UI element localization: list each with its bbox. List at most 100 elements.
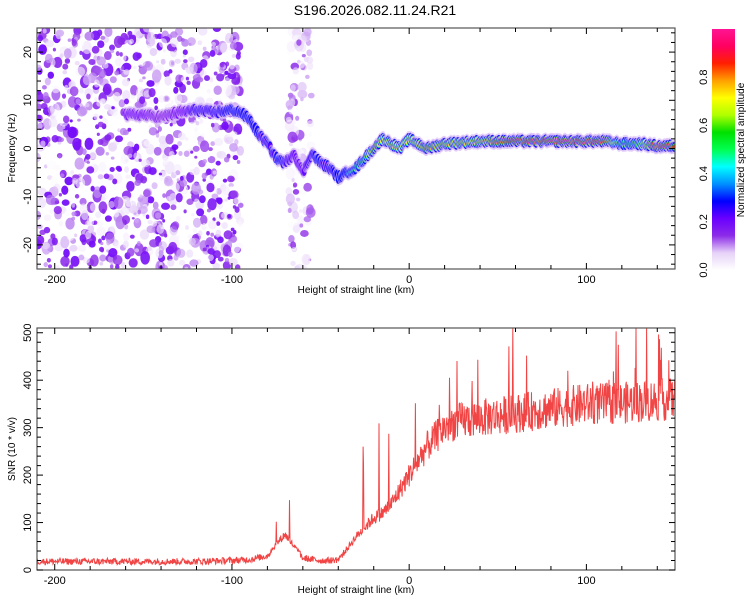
noise-blob — [206, 89, 211, 94]
noise-blob — [110, 156, 115, 160]
noise-blob — [132, 52, 141, 61]
noise-blob — [122, 232, 130, 242]
noise-blob — [79, 203, 88, 214]
noise-blob — [79, 197, 87, 206]
noise-blob — [301, 199, 306, 206]
spectrogram-x-ticks: -200 -100 0 100 — [44, 28, 658, 286]
noise-blob — [171, 182, 180, 193]
noise-blob — [296, 59, 301, 64]
spectrogram-noise — [37, 28, 316, 269]
noise-blob — [227, 251, 233, 258]
noise-blob — [64, 58, 71, 64]
noise-blob — [170, 37, 179, 48]
y-tick-label: -10 — [22, 189, 34, 205]
noise-blob — [97, 139, 104, 145]
noise-blob — [177, 132, 186, 141]
noise-blob — [60, 236, 70, 249]
noise-blob — [155, 212, 162, 219]
noise-blob — [127, 30, 133, 36]
noise-blob — [86, 160, 91, 164]
noise-blob — [162, 157, 169, 165]
noise-blob — [211, 193, 219, 199]
noise-blob — [175, 193, 183, 203]
noise-blob — [222, 118, 227, 123]
noise-blob — [126, 180, 135, 192]
noise-blob — [154, 105, 159, 111]
noise-blob — [102, 86, 111, 94]
noise-blob — [212, 262, 221, 269]
noise-blob — [113, 91, 121, 102]
noise-blob — [216, 221, 221, 226]
noise-blob — [191, 182, 202, 195]
noise-blob — [45, 40, 55, 48]
noise-blob — [221, 222, 228, 230]
noise-blob — [171, 221, 180, 230]
noise-blob — [136, 240, 141, 247]
noise-blob — [54, 264, 61, 269]
noise-blob — [61, 93, 67, 99]
noise-blob — [202, 223, 206, 228]
noise-blob — [68, 81, 74, 88]
noise-blob — [93, 79, 100, 88]
noise-blob — [139, 194, 143, 199]
noise-blob — [219, 62, 225, 68]
noise-blob — [99, 185, 107, 194]
noise-blob — [145, 214, 150, 220]
noise-blob — [101, 235, 106, 241]
noise-blob — [121, 78, 130, 87]
noise-blob — [215, 160, 221, 166]
noise-blob — [206, 231, 210, 236]
noise-blob — [81, 131, 86, 136]
noise-blob — [222, 185, 230, 196]
noise-blob — [296, 39, 302, 46]
noise-blob — [139, 229, 150, 240]
noise-blob — [98, 68, 106, 79]
noise-blob — [91, 249, 97, 256]
noise-blob — [104, 215, 112, 222]
noise-blob — [78, 254, 85, 261]
noise-blob — [109, 167, 115, 173]
noise-blob — [151, 182, 158, 190]
noise-blob — [191, 212, 195, 217]
noise-blob — [201, 172, 207, 180]
noise-blob — [303, 28, 312, 37]
noise-blob — [298, 209, 303, 213]
noise-blob — [123, 146, 134, 156]
noise-blob — [236, 145, 245, 156]
noise-blob — [52, 47, 57, 52]
noise-blob — [230, 131, 238, 137]
noise-blob — [292, 182, 298, 188]
noise-blob — [292, 67, 299, 75]
noise-blob — [37, 197, 47, 209]
noise-blob — [199, 118, 204, 124]
noise-blob — [134, 242, 144, 257]
noise-blob — [67, 38, 72, 42]
noise-blob — [61, 124, 66, 130]
noise-blob — [175, 234, 180, 241]
noise-blob — [194, 155, 198, 159]
noise-blob — [128, 258, 138, 268]
noise-blob — [155, 133, 160, 138]
noise-blob — [100, 241, 104, 246]
noise-blob — [96, 132, 100, 137]
noise-blob — [143, 139, 151, 147]
colorbar-tick-label: 0.0 — [698, 262, 710, 277]
noise-blob — [96, 220, 104, 227]
noise-blob — [170, 204, 177, 211]
noise-blob — [187, 121, 197, 130]
noise-blob — [178, 151, 183, 156]
noise-blob — [176, 178, 180, 182]
snr-series — [37, 328, 675, 567]
noise-blob — [306, 49, 313, 57]
noise-blob — [188, 56, 195, 63]
noise-blob — [213, 246, 218, 251]
noise-blob — [118, 99, 126, 108]
noise-blob — [104, 28, 113, 38]
noise-blob — [122, 240, 129, 249]
noise-blob — [162, 218, 166, 223]
noise-blob — [84, 137, 94, 150]
noise-blob — [50, 176, 58, 187]
noise-blob — [223, 156, 230, 163]
x-tick-label: -100 — [221, 575, 243, 587]
colorbar-tick-label: 0.8 — [698, 70, 710, 85]
